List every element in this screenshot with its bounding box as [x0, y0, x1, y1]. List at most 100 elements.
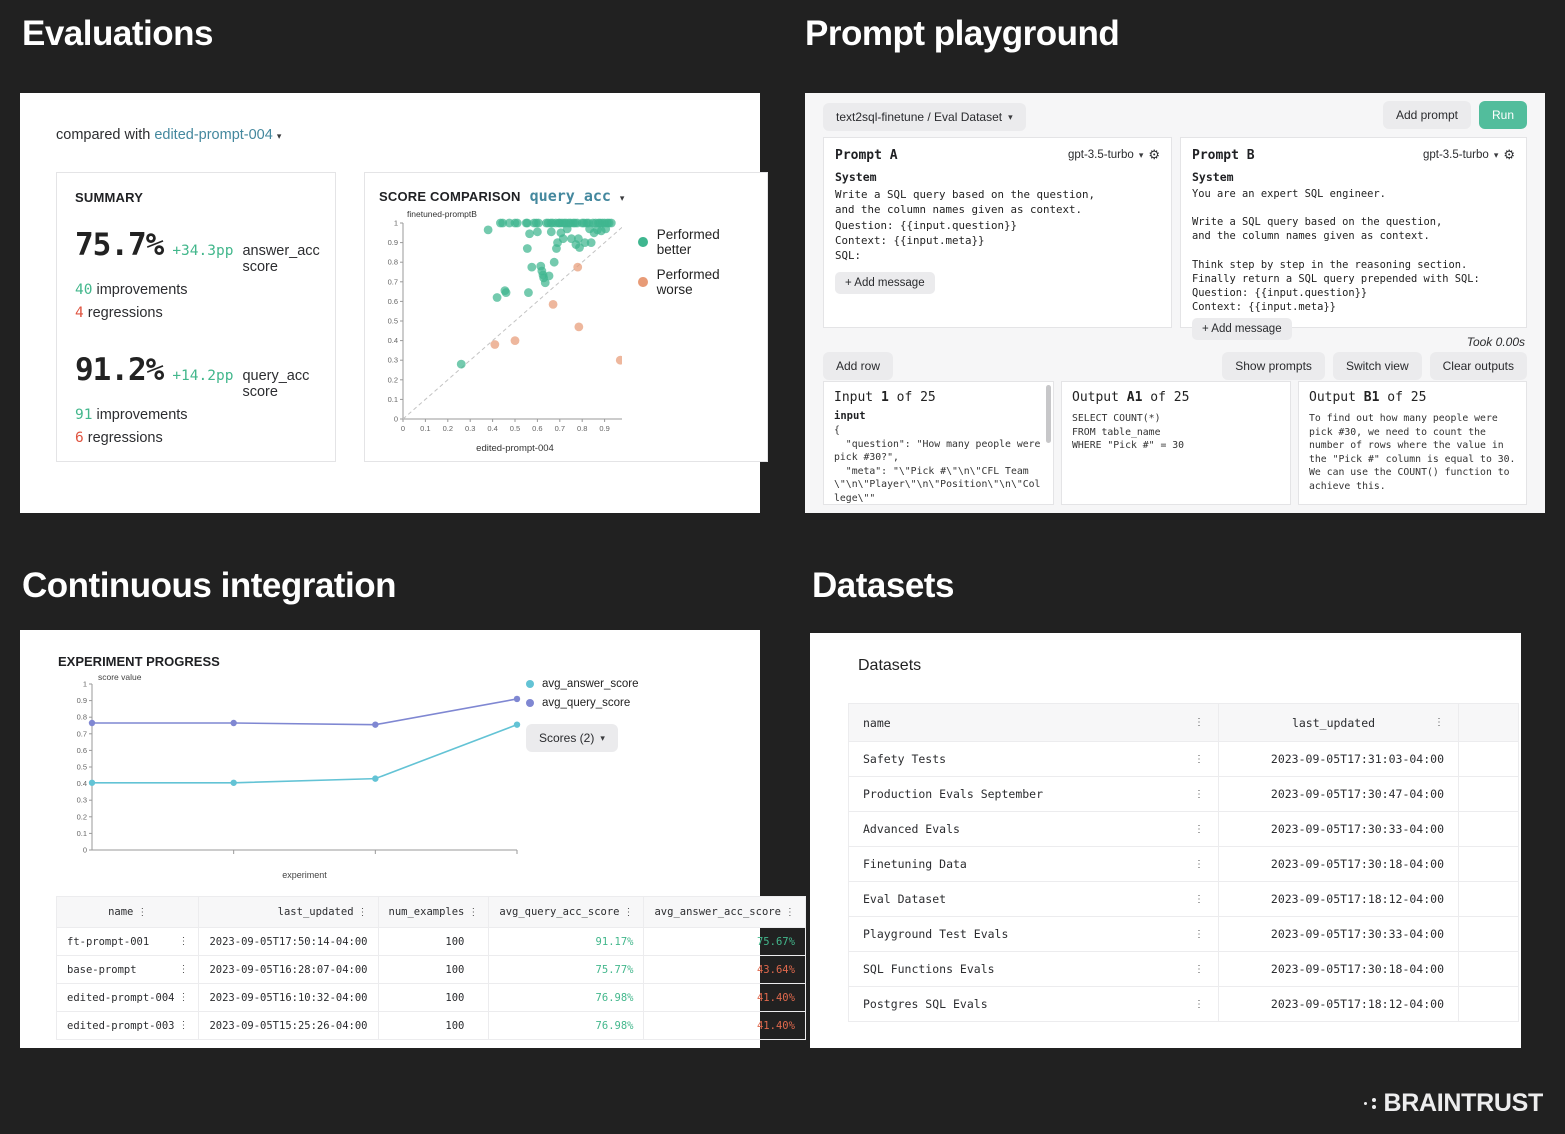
line-point[interactable]: [513, 721, 521, 728]
table-row[interactable]: edited-prompt-004 ⋮ 2023-09-05T16:10:32-04…: [55, 983, 806, 1012]
gear-icon[interactable]: ⚙: [1148, 147, 1160, 162]
dataset-row[interactable]: Playground Test Evals ⋮ 2023-09-05T17:30:3…: [848, 916, 1519, 952]
scatter-point[interactable]: [492, 293, 502, 302]
scatter-point[interactable]: [522, 218, 532, 228]
scatter-point[interactable]: [615, 355, 623, 365]
row-menu-icon[interactable]: ⋮: [178, 936, 189, 947]
add-row-button[interactable]: Add row: [823, 352, 894, 380]
scatter-point[interactable]: [573, 262, 583, 272]
line-point[interactable]: [230, 719, 237, 727]
scatter-point[interactable]: [580, 238, 590, 247]
column-menu-icon[interactable]: ⋮: [623, 906, 634, 918]
switch-view-button[interactable]: Switch view: [1332, 352, 1422, 380]
legend-label: Performed worse: [656, 267, 720, 297]
row-menu-icon[interactable]: ⋮: [1194, 823, 1204, 835]
table-row[interactable]: base-prompt ⋮ 2023-09-05T16:28:07-04:00 100…: [55, 955, 806, 984]
column-header-avg_query_acc_score[interactable]: avg_query_acc_score ⋮: [488, 896, 645, 928]
scatter-point[interactable]: [522, 244, 532, 253]
prompt-b-text[interactable]: You are an expert SQL engineer. Write a …: [1192, 188, 1480, 314]
row-menu-icon[interactable]: ⋮: [1194, 753, 1204, 765]
prompt-a-text[interactable]: Write a SQL query based on the question,…: [835, 188, 1096, 263]
line-point[interactable]: [230, 779, 237, 786]
add-prompt-button[interactable]: Add prompt: [1382, 101, 1471, 129]
prompt-b-model-selector[interactable]: gpt-3.5-turbo ▾ ⚙: [1423, 147, 1515, 163]
dataset-selector-dropdown[interactable]: text2sql-finetune / Eval Dataset ▾: [823, 103, 1026, 131]
row-menu-icon[interactable]: ⋮: [1194, 788, 1204, 800]
output-a-box[interactable]: Output A1 of 25 SELECT COUNT(*) FROM tab…: [1061, 381, 1291, 505]
scatter-point[interactable]: [527, 262, 537, 272]
dataset-row[interactable]: Advanced Evals ⋮ 2023-09-05T17:30:33-04:00: [848, 811, 1519, 847]
dataset-row[interactable]: Safety Tests ⋮ 2023-09-05T17:31:03-04:00: [848, 741, 1519, 777]
scatter-point[interactable]: [546, 227, 556, 237]
dataset-row[interactable]: SQL Functions Evals ⋮ 2023-09-05T17:30:18-…: [848, 951, 1519, 987]
row-menu-icon[interactable]: ⋮: [1194, 858, 1204, 870]
dataset-row[interactable]: Eval Dataset ⋮ 2023-09-05T17:18:12-04:00: [848, 881, 1519, 917]
column-menu-icon[interactable]: ⋮: [784, 906, 795, 918]
show-prompts-button[interactable]: Show prompts: [1222, 352, 1325, 380]
prompt-a-model-selector[interactable]: gpt-3.5-turbo ▾ ⚙: [1068, 147, 1160, 163]
line-point[interactable]: [513, 695, 521, 703]
scrollbar[interactable]: [1046, 385, 1051, 443]
line-point[interactable]: [88, 779, 96, 786]
dataset-row[interactable]: Finetuning Data ⋮ 2023-09-05T17:30:18-04:0…: [848, 846, 1519, 882]
scatter-point[interactable]: [549, 257, 559, 267]
run-button[interactable]: Run: [1478, 101, 1527, 129]
column-menu-icon[interactable]: ⋮: [137, 906, 148, 918]
cell-extra: [1458, 811, 1519, 847]
scatter-point[interactable]: [533, 227, 542, 237]
row-menu-icon[interactable]: ⋮: [1194, 963, 1204, 975]
line-point[interactable]: [88, 719, 96, 727]
column-menu-icon[interactable]: ⋮: [1194, 717, 1204, 728]
row-menu-icon[interactable]: ⋮: [178, 1020, 189, 1031]
column-header-last_updated[interactable]: last_updated ⋮: [1218, 703, 1459, 742]
column-menu-icon[interactable]: ⋮: [1434, 717, 1444, 728]
add-message-button[interactable]: + Add message: [1192, 318, 1292, 341]
line-point[interactable]: [372, 775, 379, 782]
column-menu-icon[interactable]: ⋮: [468, 906, 479, 918]
row-menu-icon[interactable]: ⋮: [1194, 893, 1204, 905]
experiments-table: name ⋮ last_updated ⋮ num_examples ⋮ avg_query…: [55, 896, 806, 1040]
column-header-name[interactable]: name ⋮: [848, 703, 1219, 742]
output-b-box[interactable]: Output B1 of 25 To find out how many peo…: [1298, 381, 1527, 505]
scatter-point[interactable]: [498, 218, 508, 228]
add-message-button[interactable]: + Add message: [835, 271, 935, 294]
scatter-point[interactable]: [544, 271, 554, 281]
column-header-name[interactable]: name ⋮: [55, 896, 200, 928]
dataset-row[interactable]: Production Evals September ⋮ 2023-09-05T17…: [848, 776, 1519, 812]
scatter-point[interactable]: [524, 288, 533, 297]
score-metric-dropdown[interactable]: query_acc: [529, 187, 611, 205]
scatter-point[interactable]: [512, 218, 522, 228]
row-menu-icon[interactable]: ⋮: [1194, 998, 1204, 1010]
scatter-point[interactable]: [490, 340, 500, 349]
gear-icon[interactable]: ⚙: [1503, 147, 1515, 162]
scores-dropdown[interactable]: Scores (2) ▾: [526, 724, 618, 752]
column-header-avg_answer_acc_score[interactable]: avg_answer_acc_score ⋮: [643, 896, 806, 928]
compare-target-dropdown[interactable]: edited-prompt-004: [154, 127, 273, 143]
scatter-point[interactable]: [574, 322, 584, 332]
scatter-point[interactable]: [586, 238, 596, 247]
scatter-point[interactable]: [456, 359, 466, 369]
column-header-num_examples[interactable]: num_examples ⋮: [377, 896, 490, 928]
scatter-point[interactable]: [483, 225, 493, 235]
row-menu-icon[interactable]: ⋮: [1194, 928, 1204, 940]
scatter-point[interactable]: [534, 218, 543, 228]
chevron-down-icon: ▾: [619, 193, 625, 203]
column-header-last_updated[interactable]: last_updated ⋮: [198, 896, 379, 928]
line-point[interactable]: [372, 721, 379, 728]
scatter-point[interactable]: [573, 234, 583, 244]
scatter-point[interactable]: [540, 278, 550, 288]
row-menu-icon[interactable]: ⋮: [178, 964, 189, 975]
scatter-point[interactable]: [548, 299, 558, 309]
row-menu-icon[interactable]: ⋮: [178, 992, 189, 1003]
scatter-point[interactable]: [501, 288, 511, 297]
table-row[interactable]: ft-prompt-001 ⋮ 2023-09-05T17:50:14-04:00 1…: [55, 927, 806, 956]
table-row[interactable]: edited-prompt-003 ⋮ 2023-09-05T15:25:26-04…: [55, 1011, 806, 1040]
scatter-point[interactable]: [525, 229, 534, 239]
clear-outputs-button[interactable]: Clear outputs: [1429, 352, 1527, 380]
input-box[interactable]: Input 1 of 25 input { "question": "How m…: [823, 381, 1054, 505]
scatter-point[interactable]: [606, 218, 616, 228]
dataset-row[interactable]: Postgres SQL Evals ⋮ 2023-09-05T17:18:12-0…: [848, 986, 1519, 1022]
scatter-point[interactable]: [558, 234, 568, 244]
scatter-point[interactable]: [510, 336, 520, 345]
column-menu-icon[interactable]: ⋮: [357, 906, 368, 918]
